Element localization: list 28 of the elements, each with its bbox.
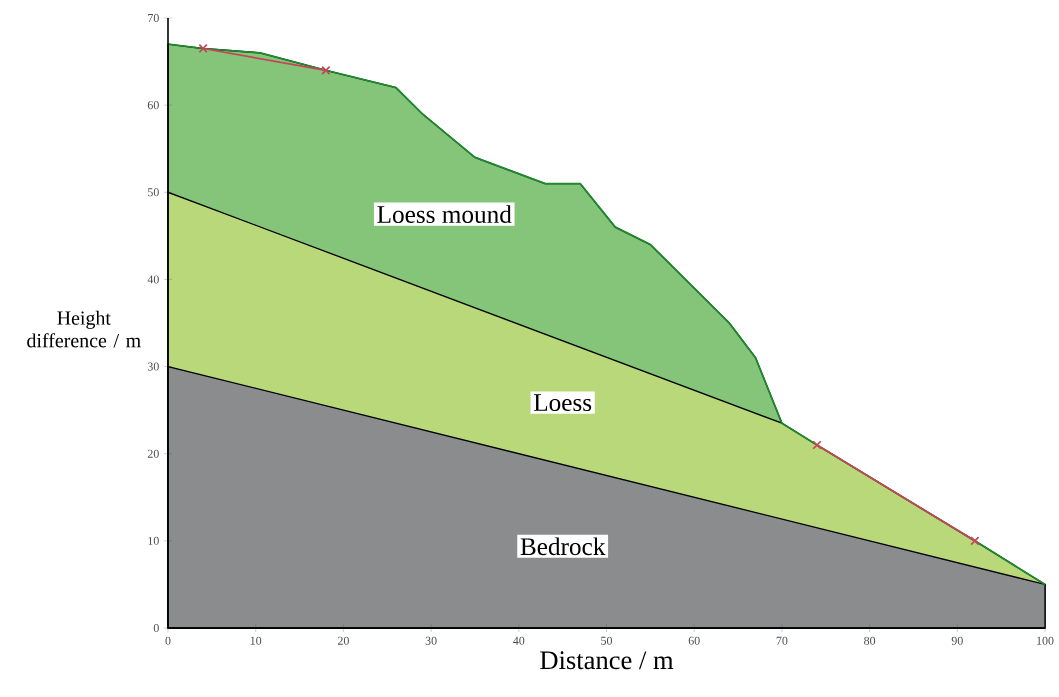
series-label: Loess — [533, 394, 592, 412]
point — [970, 536, 980, 546]
x-tick-label: 70 — [776, 636, 788, 645]
y-tick-label: 10 — [148, 536, 159, 545]
series-label: Bedrock — [520, 537, 606, 556]
x-tick-label: 10 — [250, 636, 262, 645]
y-axis-title: Height difference / m — [27, 310, 141, 348]
x-tick-label: 30 — [425, 636, 437, 645]
y-tick-label: 40 — [147, 275, 159, 284]
x-tick-label: 0 — [165, 636, 171, 645]
x-tick-label: 80 — [864, 636, 876, 645]
series-label: Loess mound — [377, 205, 512, 223]
x-tick-label: 50 — [601, 636, 613, 645]
x-tick-label: 40 — [513, 636, 525, 645]
y-tick-label: 70 — [148, 13, 159, 23]
x-tick-label: 100 — [1037, 636, 1054, 645]
x-tick-label: 20 — [337, 636, 349, 645]
point — [321, 65, 331, 75]
y-tick-label: 60 — [147, 101, 159, 110]
point — [198, 43, 208, 54]
x-tick-label: 90 — [951, 636, 963, 645]
y-tick-label: 30 — [147, 362, 159, 371]
x-axis-title: Distance / m — [540, 651, 674, 670]
y-tick-label: 0 — [153, 623, 159, 633]
point — [812, 440, 822, 450]
y-tick-label: 20 — [147, 449, 159, 458]
x-tick-label: 60 — [688, 636, 700, 645]
y-tick-label: 50 — [148, 188, 159, 197]
